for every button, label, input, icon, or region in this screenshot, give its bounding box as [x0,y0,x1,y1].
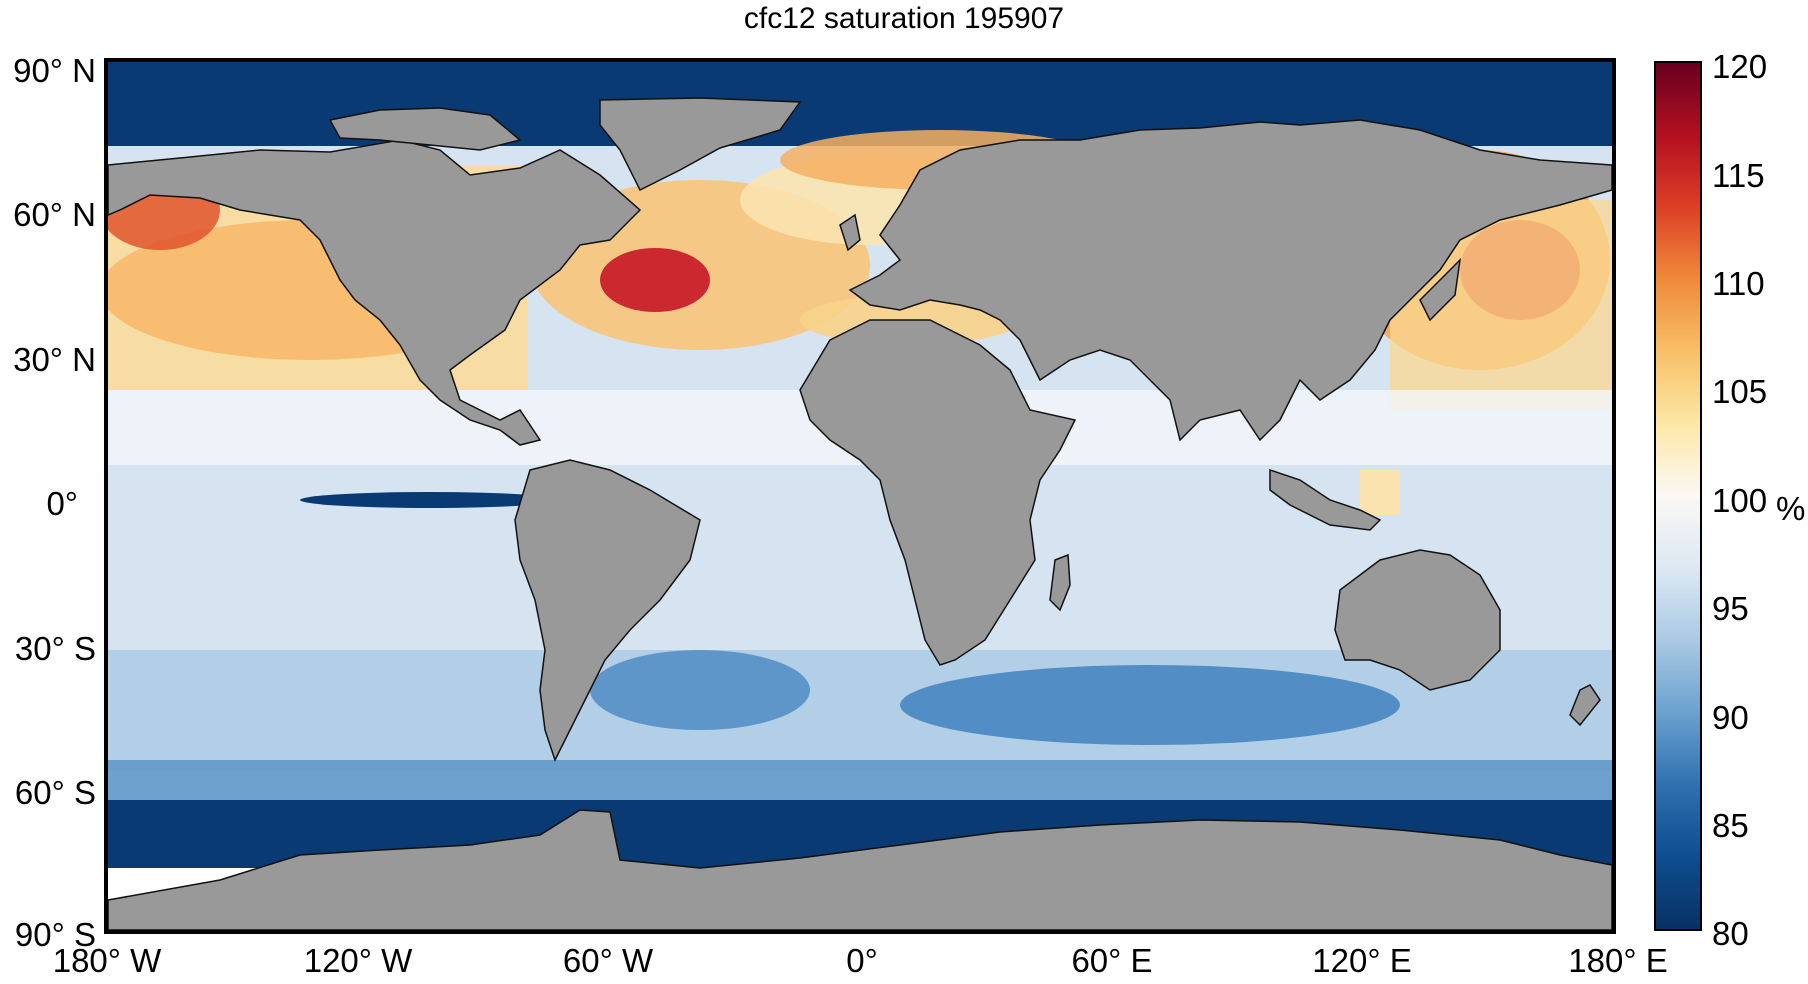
north-america-landmass [108,139,642,446]
lon-label-60w: 60° W [562,942,654,979]
lon-label-120e: 120° E [1312,942,1412,979]
colorbar-tick-115: 115 [1712,157,1765,194]
colorbar-tick-85: 85 [1712,807,1749,844]
canadian-archipelago [328,107,522,151]
colorbar-tick-105: 105 [1712,373,1768,410]
lat-label-60n: 60° N [13,196,96,233]
lat-label-30s: 30° S [14,630,96,667]
lon-label-180e: 180° E [1568,942,1668,979]
colorbar-tick-95: 95 [1712,590,1749,627]
lon-label-0: 0° [846,942,878,979]
map-frame [104,58,1616,934]
antarctica-landmass [108,809,1612,930]
lat-label-0: 0° [46,485,78,522]
lat-label-90n: 90° N [13,52,96,89]
lon-label-60e: 60° E [1071,942,1153,979]
colorbar-tick-90: 90 [1712,699,1749,736]
lon-label-180w: 180° W [52,942,162,979]
colorbar-tick-120: 120 [1712,48,1768,85]
new-zealand-landmass [1569,684,1601,727]
japan-landmass [1419,257,1462,322]
land-masses [108,97,1612,930]
south-america-landmass [514,459,701,762]
madagascar-landmass [1049,553,1071,612]
lat-label-60s: 60° S [14,774,96,811]
colorbar-tick-80: 80 [1712,915,1749,952]
lat-label-30n: 30° N [13,341,96,378]
australia-landmass [1334,549,1501,691]
europe-asia-landmass [848,119,1612,442]
colorbar-tick-110: 110 [1712,265,1765,302]
indonesia-landmass [1269,468,1382,531]
lon-label-120w: 120° W [303,942,413,979]
colorbar-fill [1655,62,1701,930]
uk-landmass [839,213,861,252]
colorbar-frame [1654,61,1702,931]
map-title: cfc12 saturation 195907 [743,2,1065,35]
colorbar-unit: % [1776,490,1806,527]
colorbar-tick-100: 100 [1712,482,1768,519]
lat-label-90s: 90° S [14,916,96,953]
colorbar [1654,61,1702,931]
greenland-landmass [599,97,802,192]
africa-landmass [799,319,1077,666]
